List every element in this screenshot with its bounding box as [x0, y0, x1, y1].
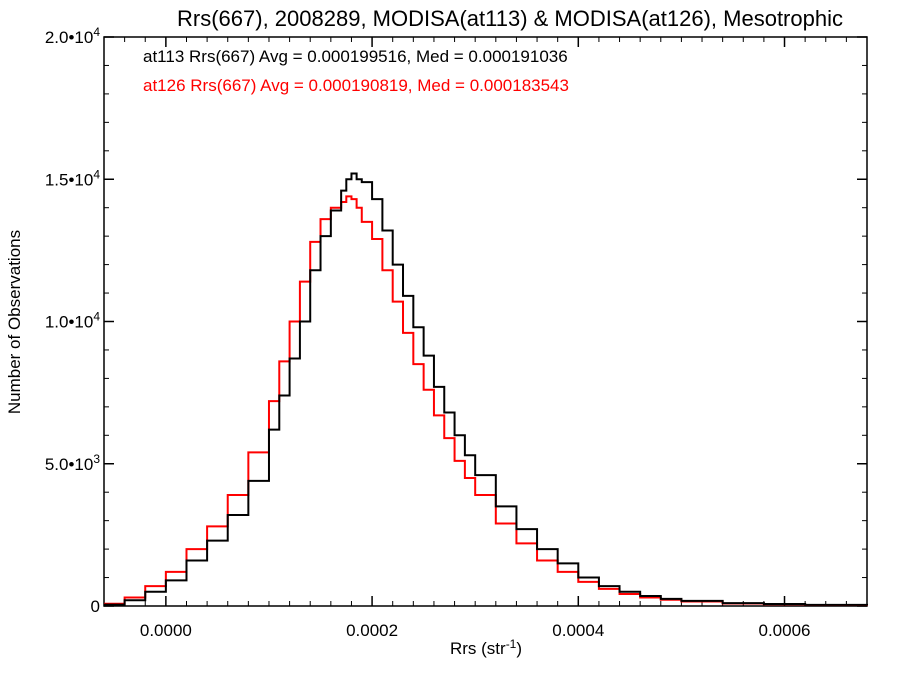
x-axis-label: Rrs (str-1) [450, 637, 522, 658]
series-1-line [104, 195, 868, 607]
y-tick-label: 2.0•104 [45, 25, 101, 47]
y-axis-label: Number of Observations [5, 230, 24, 414]
x-tick-label: 0.0002 [346, 621, 398, 640]
chart-title: Rrs(667), 2008289, MODISA(at113) & MODIS… [177, 6, 843, 31]
series-layer [104, 172, 868, 607]
x-tick-label: 0.0004 [552, 621, 604, 640]
y-tick-label: 0 [91, 597, 100, 616]
y-axis: 0 5.0•103 1.0•104 1.5•104 2.0•104 [45, 25, 867, 616]
plot-frame [103, 36, 868, 607]
y-tick-label: 5.0•103 [45, 452, 101, 474]
stats-annotation-0: at113 Rrs(667) Avg = 0.000199516, Med = … [143, 47, 568, 66]
y-tick-label: 1.5•104 [45, 167, 101, 189]
series-0-line [104, 172, 868, 606]
stats-annotation-1: at126 Rrs(667) Avg = 0.000190819, Med = … [143, 76, 569, 95]
x-axis: 0.0000 0.0002 0.0004 0.0006 [124, 37, 847, 640]
y-tick-label: 1.0•104 [45, 310, 101, 332]
stats-annotations: at113 Rrs(667) Avg = 0.000199516, Med = … [143, 47, 569, 95]
x-tick-label: 0.0000 [140, 621, 192, 640]
x-tick-label: 0.0006 [759, 621, 811, 640]
